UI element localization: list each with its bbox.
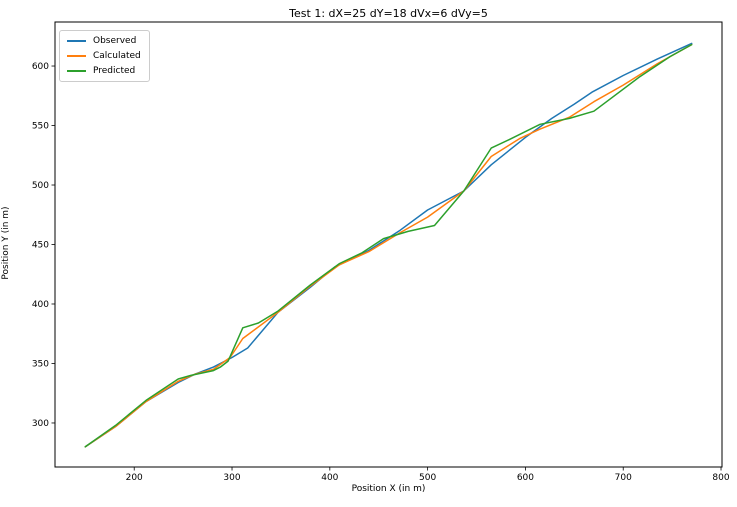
legend-swatch-predicted: [67, 70, 86, 72]
x-axis-label: Position X (in m): [351, 484, 426, 494]
y-tick-label: 550: [32, 122, 49, 132]
series-line-predicted: [84, 43, 693, 448]
legend-item-calculated: Calculated: [67, 51, 141, 61]
y-tick-label: 450: [32, 241, 49, 251]
x-tick-label: 600: [517, 473, 534, 483]
legend: Observed Calculated Predicted: [59, 30, 150, 82]
chart-title: Test 1: dX=25 dY=18 dVx=6 dVy=5: [289, 7, 488, 20]
y-tick-label: 300: [32, 419, 49, 429]
y-axis-label: Position Y (in m): [1, 206, 11, 280]
y-tick-label: 350: [32, 359, 49, 369]
x-tick-label: 800: [712, 473, 729, 483]
legend-swatch-calculated: [67, 55, 86, 57]
legend-item-predicted: Predicted: [67, 66, 141, 76]
axes-frame: [54, 21, 723, 468]
y-tick-label: 600: [32, 62, 49, 72]
legend-swatch-observed: [67, 40, 86, 42]
x-tick-label: 400: [321, 473, 338, 483]
y-tick-label: 500: [32, 181, 49, 191]
x-tick-label: 500: [419, 473, 436, 483]
legend-label: Observed: [93, 36, 137, 46]
legend-label: Calculated: [93, 51, 141, 61]
x-tick-label: 700: [615, 473, 632, 483]
x-tick-label: 200: [126, 473, 143, 483]
x-tick-label: 300: [223, 473, 240, 483]
legend-item-observed: Observed: [67, 36, 141, 46]
legend-label: Predicted: [93, 66, 136, 76]
y-tick-label: 400: [32, 300, 49, 310]
